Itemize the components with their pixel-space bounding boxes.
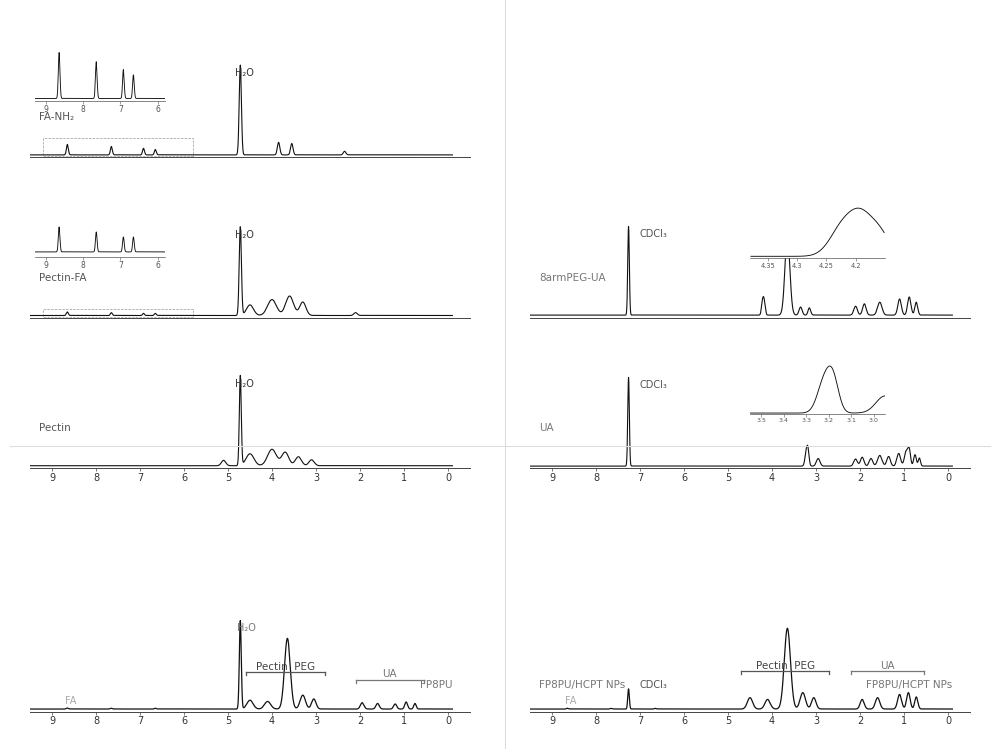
- Text: Pectin-FA: Pectin-FA: [39, 273, 86, 284]
- Text: CDCl₃: CDCl₃: [640, 380, 668, 390]
- Text: 8armPEG-UA: 8armPEG-UA: [539, 273, 605, 284]
- Text: FA-NH₂: FA-NH₂: [39, 112, 74, 122]
- Text: Pectin  PEG: Pectin PEG: [256, 662, 315, 672]
- Text: H₂O: H₂O: [235, 68, 253, 78]
- Bar: [43, 309, 193, 317]
- Text: H₂O: H₂O: [235, 230, 253, 240]
- Text: CDCl₃: CDCl₃: [640, 229, 668, 239]
- Text: FP8PU: FP8PU: [420, 680, 452, 691]
- Text: CDCl₃: CDCl₃: [640, 680, 668, 690]
- Text: FP8PU/HCPT NPs: FP8PU/HCPT NPs: [539, 680, 625, 691]
- Text: H₂O: H₂O: [237, 623, 256, 634]
- Text: Pectin  PEG: Pectin PEG: [756, 661, 815, 670]
- Bar: [43, 138, 193, 156]
- Text: Pectin: Pectin: [39, 423, 71, 433]
- Text: UA: UA: [539, 423, 553, 433]
- Text: UA: UA: [382, 670, 397, 679]
- Text: FA: FA: [565, 697, 577, 706]
- Text: FA: FA: [65, 696, 77, 706]
- Text: FP8PU/HCPT NPs: FP8PU/HCPT NPs: [866, 680, 952, 691]
- Text: H₂O: H₂O: [235, 379, 253, 389]
- Text: UA: UA: [880, 661, 895, 670]
